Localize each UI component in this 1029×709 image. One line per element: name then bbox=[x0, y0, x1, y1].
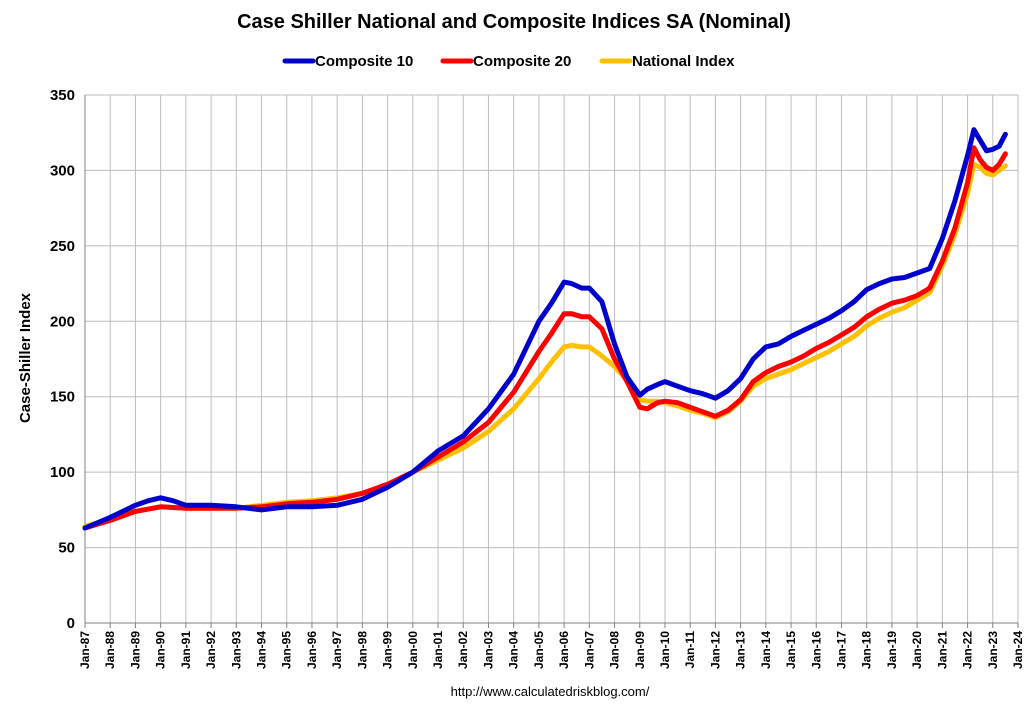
y-tick-label: 100 bbox=[50, 464, 75, 481]
x-tick-label: Jan-18 bbox=[860, 631, 874, 669]
x-tick-label: Jan-09 bbox=[633, 631, 647, 669]
x-tick-label: Jan-11 bbox=[683, 631, 697, 669]
x-tick-label: Jan-98 bbox=[355, 631, 369, 669]
x-tick-label: Jan-12 bbox=[708, 631, 722, 669]
x-tick-label: Jan-91 bbox=[179, 631, 193, 669]
x-tick-label: Jan-04 bbox=[507, 631, 521, 669]
chart-title: Case Shiller National and Composite Indi… bbox=[237, 11, 791, 33]
x-tick-label: Jan-89 bbox=[128, 631, 142, 669]
x-tick-label: Jan-10 bbox=[658, 631, 672, 669]
y-tick-label: 350 bbox=[50, 87, 75, 104]
x-tick-label: Jan-07 bbox=[582, 631, 596, 669]
x-tick-label: Jan-23 bbox=[986, 631, 1000, 669]
x-tick-label: Jan-94 bbox=[255, 631, 269, 669]
x-tick-label: Jan-06 bbox=[557, 631, 571, 669]
x-tick-label: Jan-87 bbox=[78, 631, 92, 669]
x-tick-label: Jan-90 bbox=[154, 631, 168, 669]
series-line-composite-20 bbox=[82, 145, 1008, 531]
y-axis-label: Case-Shiller Index bbox=[17, 292, 34, 423]
x-tick-label: Jan-01 bbox=[431, 631, 445, 669]
x-tick-label: Jan-08 bbox=[608, 631, 622, 669]
axes: 0 50 100 150 200 250 300 350 Jan-87 Jan-88 Jan-89 J… bbox=[50, 87, 1025, 669]
x-tick-label: Jan-21 bbox=[935, 631, 949, 669]
legend: Composite 10 Composite 20 National Index bbox=[282, 53, 735, 70]
x-tick-label: Jan-03 bbox=[481, 631, 495, 669]
x-tick-label: Jan-05 bbox=[532, 631, 546, 669]
x-tick-label: Jan-93 bbox=[229, 631, 243, 669]
x-tick-label: Jan-97 bbox=[330, 631, 344, 669]
y-tick-label: 200 bbox=[50, 313, 75, 330]
x-tick-label: Jan-99 bbox=[381, 631, 395, 669]
x-tick-label: Jan-92 bbox=[204, 631, 218, 669]
x-tick-label: Jan-02 bbox=[456, 631, 470, 669]
x-tick-label: Jan-22 bbox=[961, 631, 975, 669]
x-tick-label: Jan-88 bbox=[103, 631, 117, 669]
x-tick-label: Jan-17 bbox=[834, 631, 848, 669]
x-tick-label: Jan-14 bbox=[759, 631, 773, 669]
legend-label: Composite 10 bbox=[315, 53, 413, 70]
x-tick-label: Jan-19 bbox=[885, 631, 899, 669]
y-tick-label: 150 bbox=[50, 389, 75, 406]
source-credit: http://www.calculatedriskblog.com/ bbox=[451, 684, 650, 699]
x-tick-label: Jan-20 bbox=[910, 631, 924, 669]
x-tick-label: Jan-13 bbox=[734, 631, 748, 669]
series-lines bbox=[82, 127, 1008, 531]
legend-label: Composite 20 bbox=[473, 53, 571, 70]
y-tick-label: 50 bbox=[58, 540, 75, 557]
series-line-composite-10 bbox=[82, 127, 1008, 531]
x-tick-label: Jan-24 bbox=[1011, 631, 1025, 669]
legend-label: National Index bbox=[632, 53, 735, 70]
x-tick-label: Jan-00 bbox=[406, 631, 420, 669]
x-tick-label: Jan-16 bbox=[809, 631, 823, 669]
x-tick-label: Jan-15 bbox=[784, 631, 798, 669]
y-tick-label: 300 bbox=[50, 162, 75, 179]
x-tick-label: Jan-95 bbox=[280, 631, 294, 669]
y-tick-label: 0 bbox=[67, 615, 75, 632]
grid bbox=[85, 94, 1019, 623]
x-tick-label: Jan-96 bbox=[305, 631, 319, 669]
y-tick-label: 250 bbox=[50, 238, 75, 255]
